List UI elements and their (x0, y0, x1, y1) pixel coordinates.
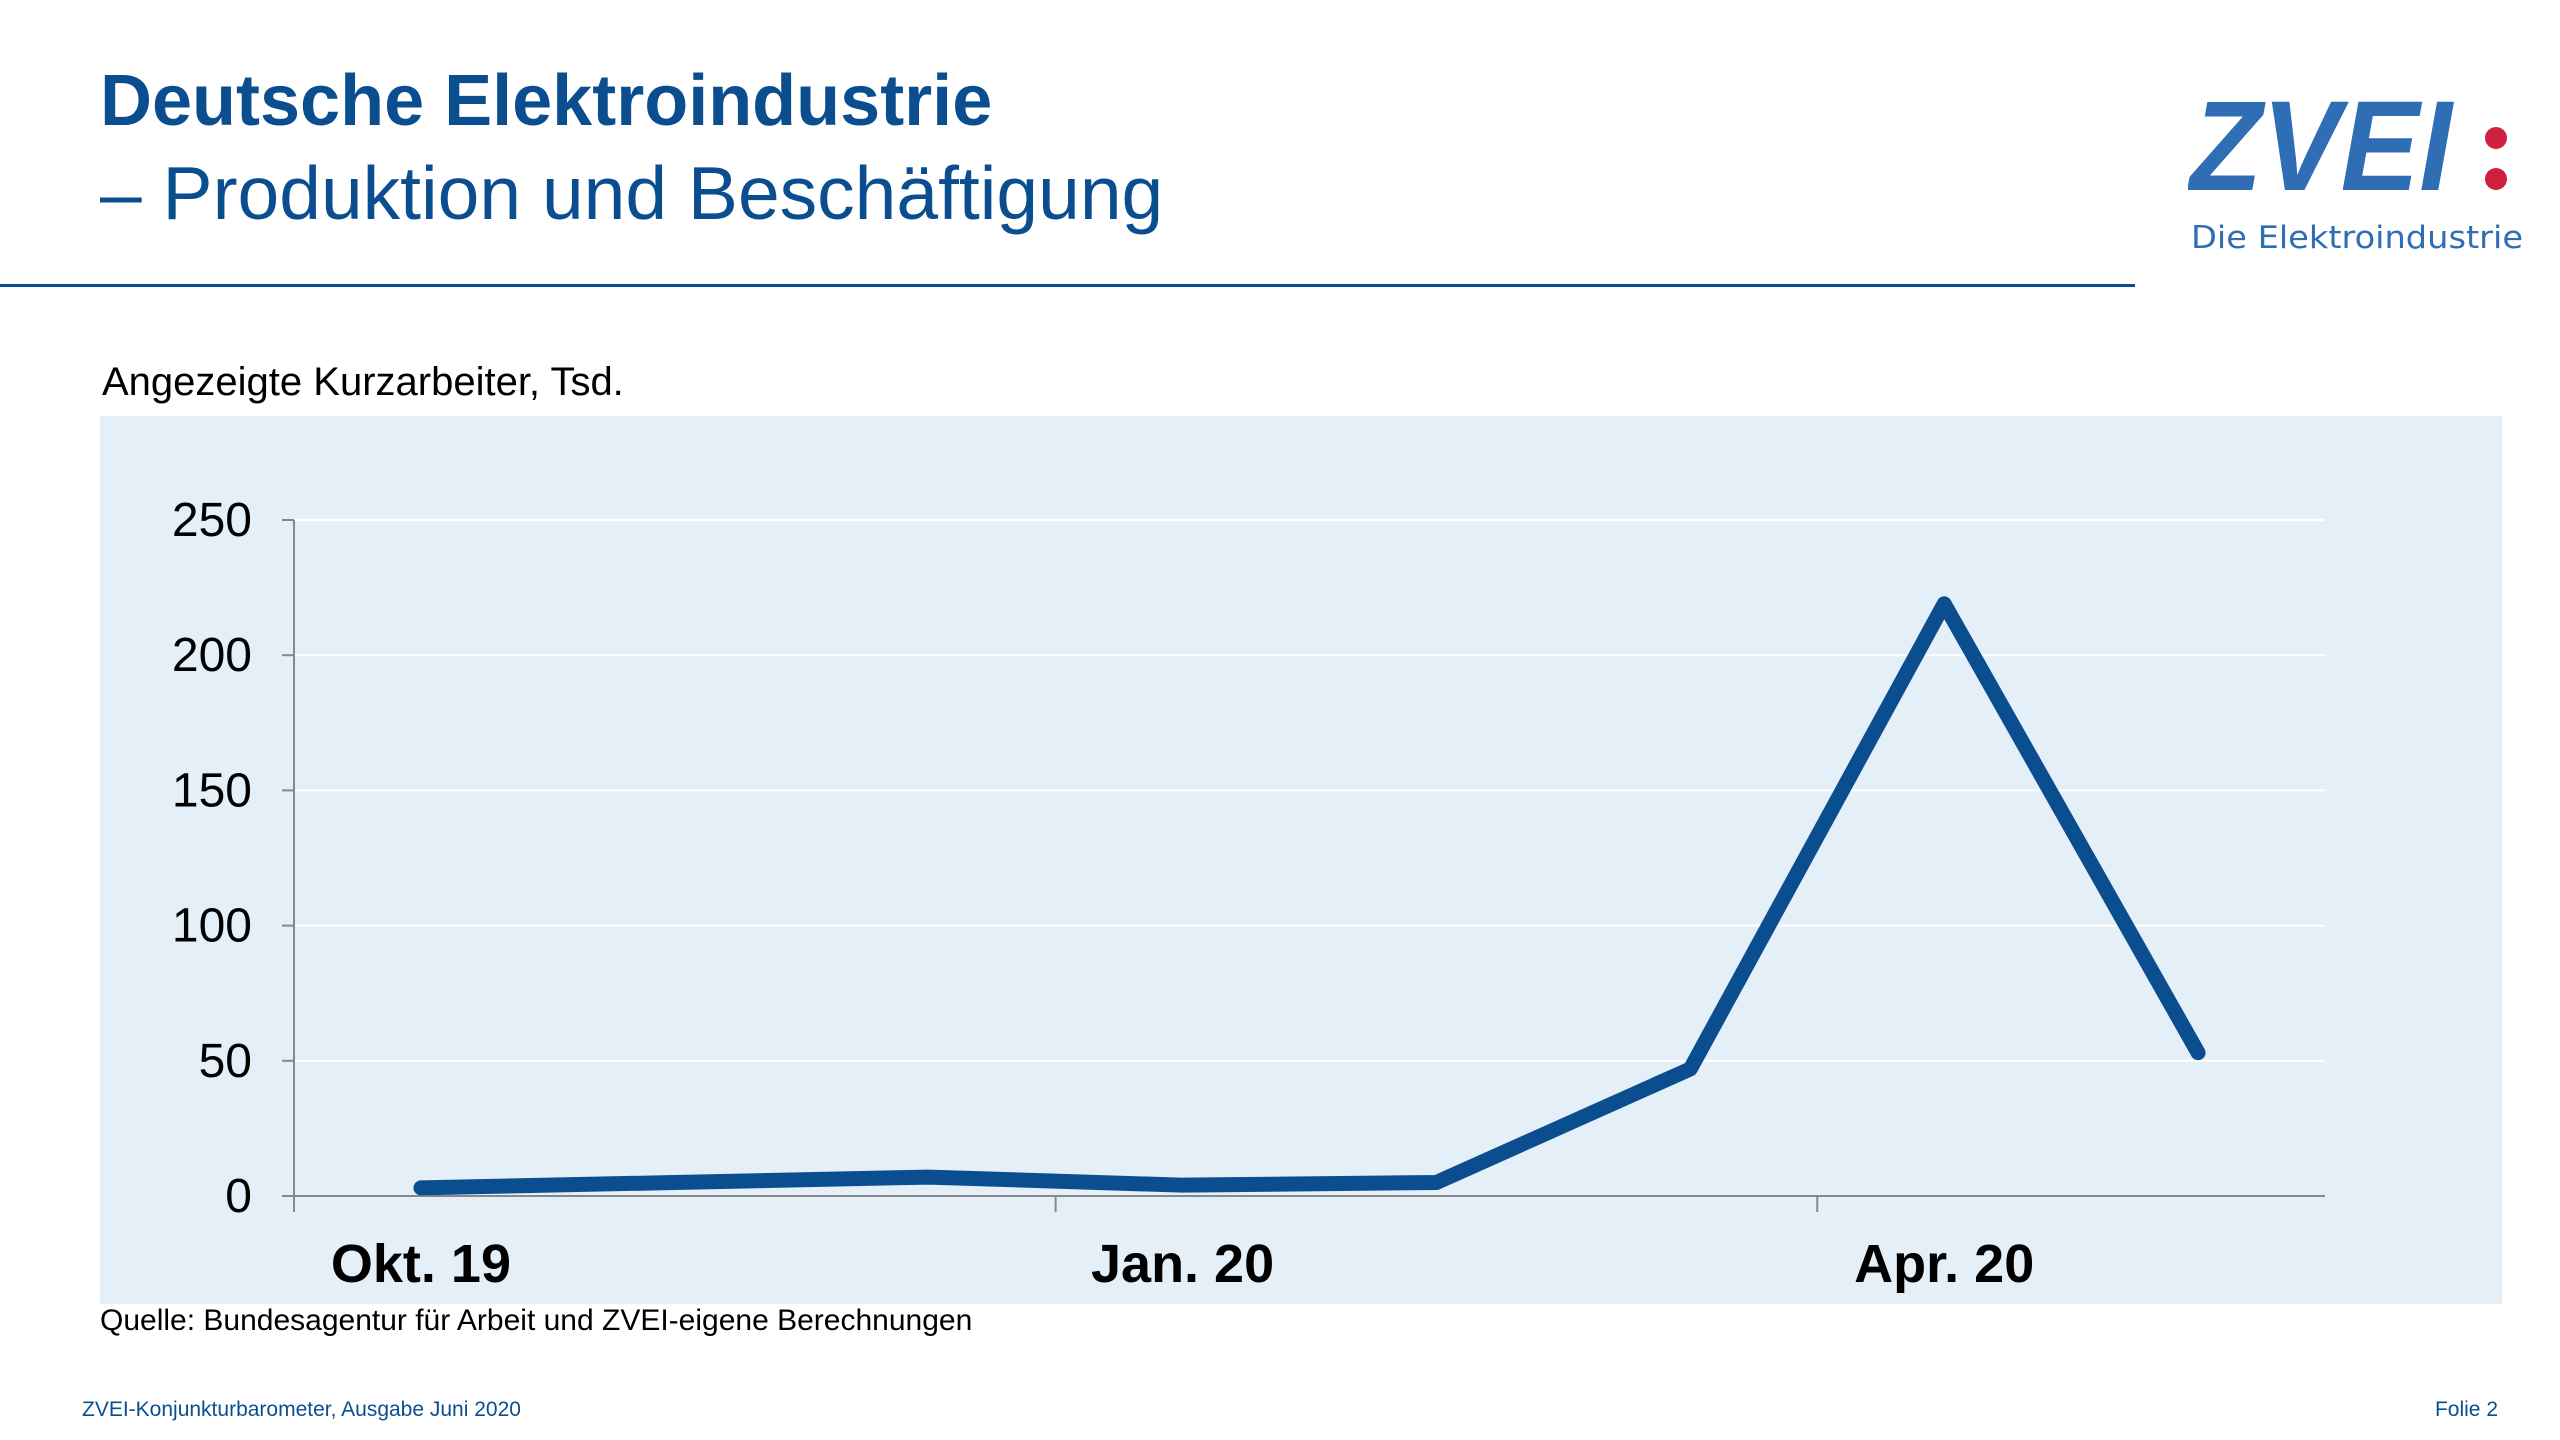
logo-dot-upper (2485, 127, 2507, 149)
logo-tagline: Die Elektroindustrie (2191, 220, 2523, 256)
logo-wordmark: ZVEI (2188, 82, 2454, 218)
y-tick-label: 0 (225, 1170, 252, 1223)
line-chart: 0 50 100 150 200 250 Okt. 19 Jan. 20 Apr. 20 (100, 416, 2502, 1304)
data-point (1689, 1067, 1692, 1070)
footer-slide-number: Folie 2 (2434, 1398, 2498, 1421)
chart-label: Angezeigte Kurzarbeiter, Tsd. (102, 360, 624, 404)
chart-area: 0 50 100 150 200 250 Okt. 19 Jan. 20 Apr. 20 (100, 416, 2502, 1304)
page-subtitle: – Produktion und Beschäftigung (100, 151, 1164, 236)
data-point (1943, 602, 1946, 605)
page-title: Deutsche Elektroindustrie (100, 61, 993, 141)
data-point (927, 1176, 930, 1179)
data-point (1181, 1184, 1184, 1187)
y-tick-label: 100 (172, 900, 252, 953)
footer-publication: ZVEI-Konjunkturbarometer, Ausgabe Juni 2… (82, 1398, 521, 1421)
header-divider (0, 284, 2135, 287)
zvei-logo: ZVEI Die Elektroindustrie (2187, 75, 2528, 262)
y-tick-label: 250 (172, 494, 252, 547)
y-tick-label: 200 (172, 629, 252, 682)
x-tick-label: Apr. 20 (1854, 1234, 2034, 1294)
data-point (673, 1181, 676, 1184)
x-tick-label: Jan. 20 (1091, 1234, 1274, 1294)
y-tick-label: 50 (199, 1035, 252, 1088)
title-block: Deutsche Elektroindustrie – Produktion u… (100, 55, 1163, 241)
data-point (1435, 1181, 1438, 1184)
series-line (413, 596, 2206, 1196)
x-tick-label: Okt. 19 (331, 1234, 511, 1294)
logo-dot-lower (2485, 168, 2507, 190)
source-note: Quelle: Bundesagentur für Arbeit und ZVE… (100, 1304, 973, 1337)
plot-background (100, 416, 2502, 1304)
y-tick-label: 150 (172, 764, 252, 817)
zvei-logo-graphic: ZVEI Die Elektroindustrie (2187, 75, 2523, 256)
data-point (2197, 1051, 2200, 1054)
data-point (419, 1186, 422, 1189)
